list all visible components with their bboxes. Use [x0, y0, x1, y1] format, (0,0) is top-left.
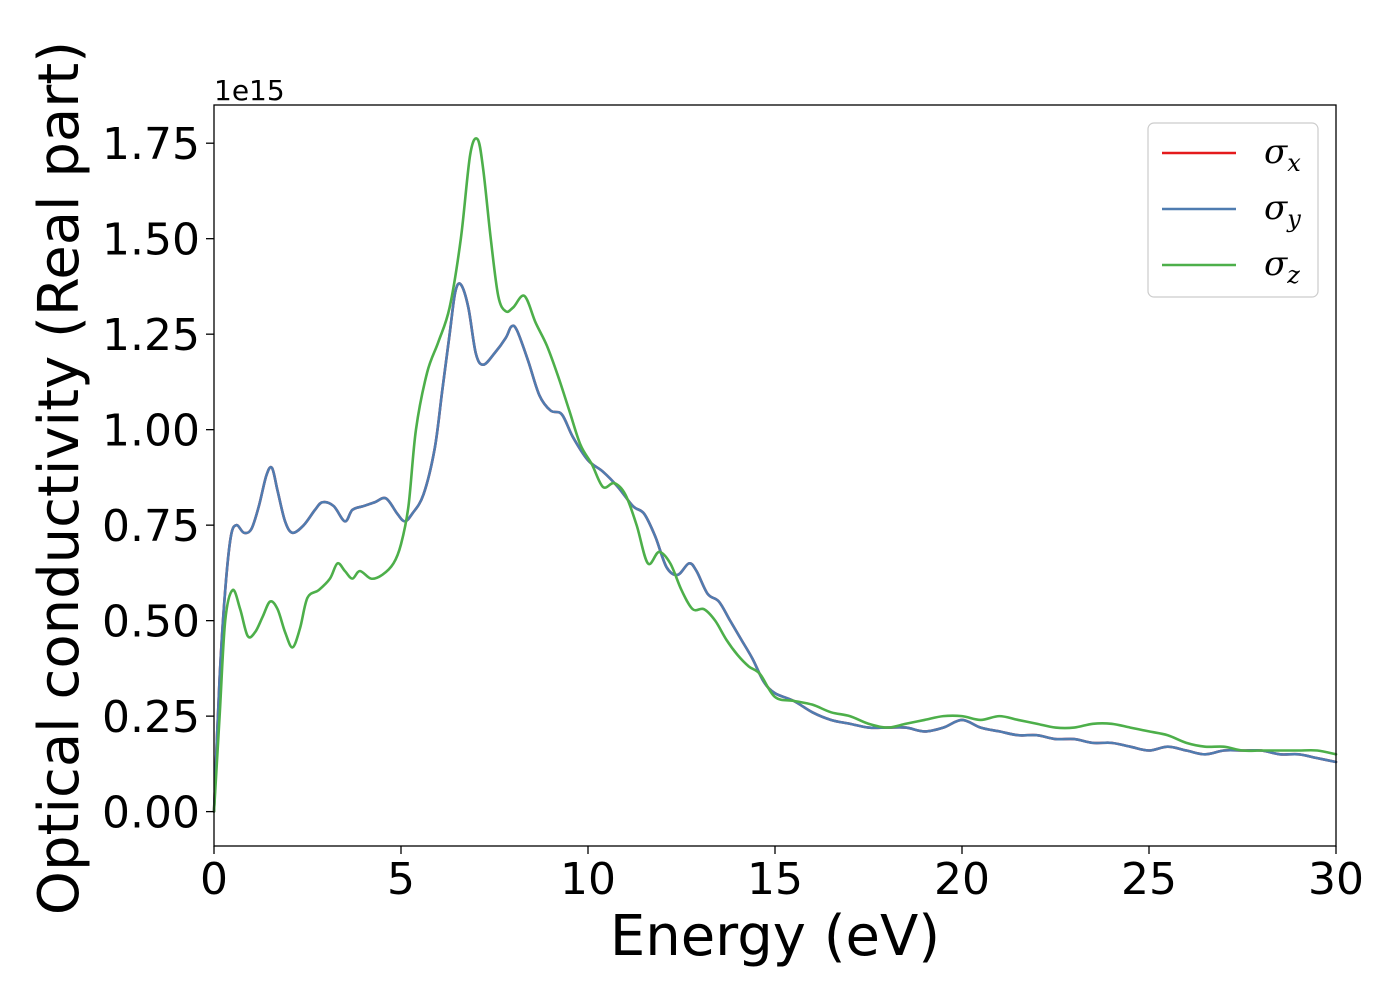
x-tick-label: 25 [1121, 854, 1177, 905]
y-tick-label: 0.25 [102, 692, 200, 743]
x-axis-ticks: 0 5 10 15 20 25 30 [200, 846, 1364, 905]
legend-label-sigma-x: σx [1264, 132, 1301, 177]
series-lines [212, 137, 1338, 813]
y-tick-label: 0.00 [102, 788, 200, 839]
y-tick-label: 1.25 [102, 310, 200, 361]
x-tick-label: 20 [934, 854, 990, 905]
y-tick-label: 0.75 [102, 501, 200, 552]
series-line-sigma-y [212, 282, 1338, 813]
legend-label-sigma-z: σz [1264, 244, 1300, 289]
x-tick-label: 10 [560, 854, 616, 905]
y-axis-ticks: 0.00 0.25 0.50 0.75 1.00 1.25 1.50 1.75 [102, 119, 214, 839]
y-tick-label: 1.75 [102, 119, 200, 170]
x-tick-label: 5 [387, 854, 415, 905]
series-line-sigma-z [212, 137, 1338, 813]
legend-label-sigma-y: σy [1264, 188, 1301, 233]
y-tick-label: 1.50 [102, 215, 200, 266]
x-tick-label: 30 [1308, 854, 1364, 905]
y-axis-title: Optical conductivity (Real part) [27, 41, 92, 915]
x-axis-title: Energy (eV) [610, 904, 940, 969]
x-tick-label: 15 [747, 854, 803, 905]
y-offset-label: 1e15 [214, 74, 285, 107]
legend: σx σy σz [1147, 122, 1319, 298]
y-tick-label: 0.50 [102, 597, 200, 648]
y-tick-label: 1.00 [102, 406, 200, 457]
x-tick-label: 0 [200, 854, 228, 905]
